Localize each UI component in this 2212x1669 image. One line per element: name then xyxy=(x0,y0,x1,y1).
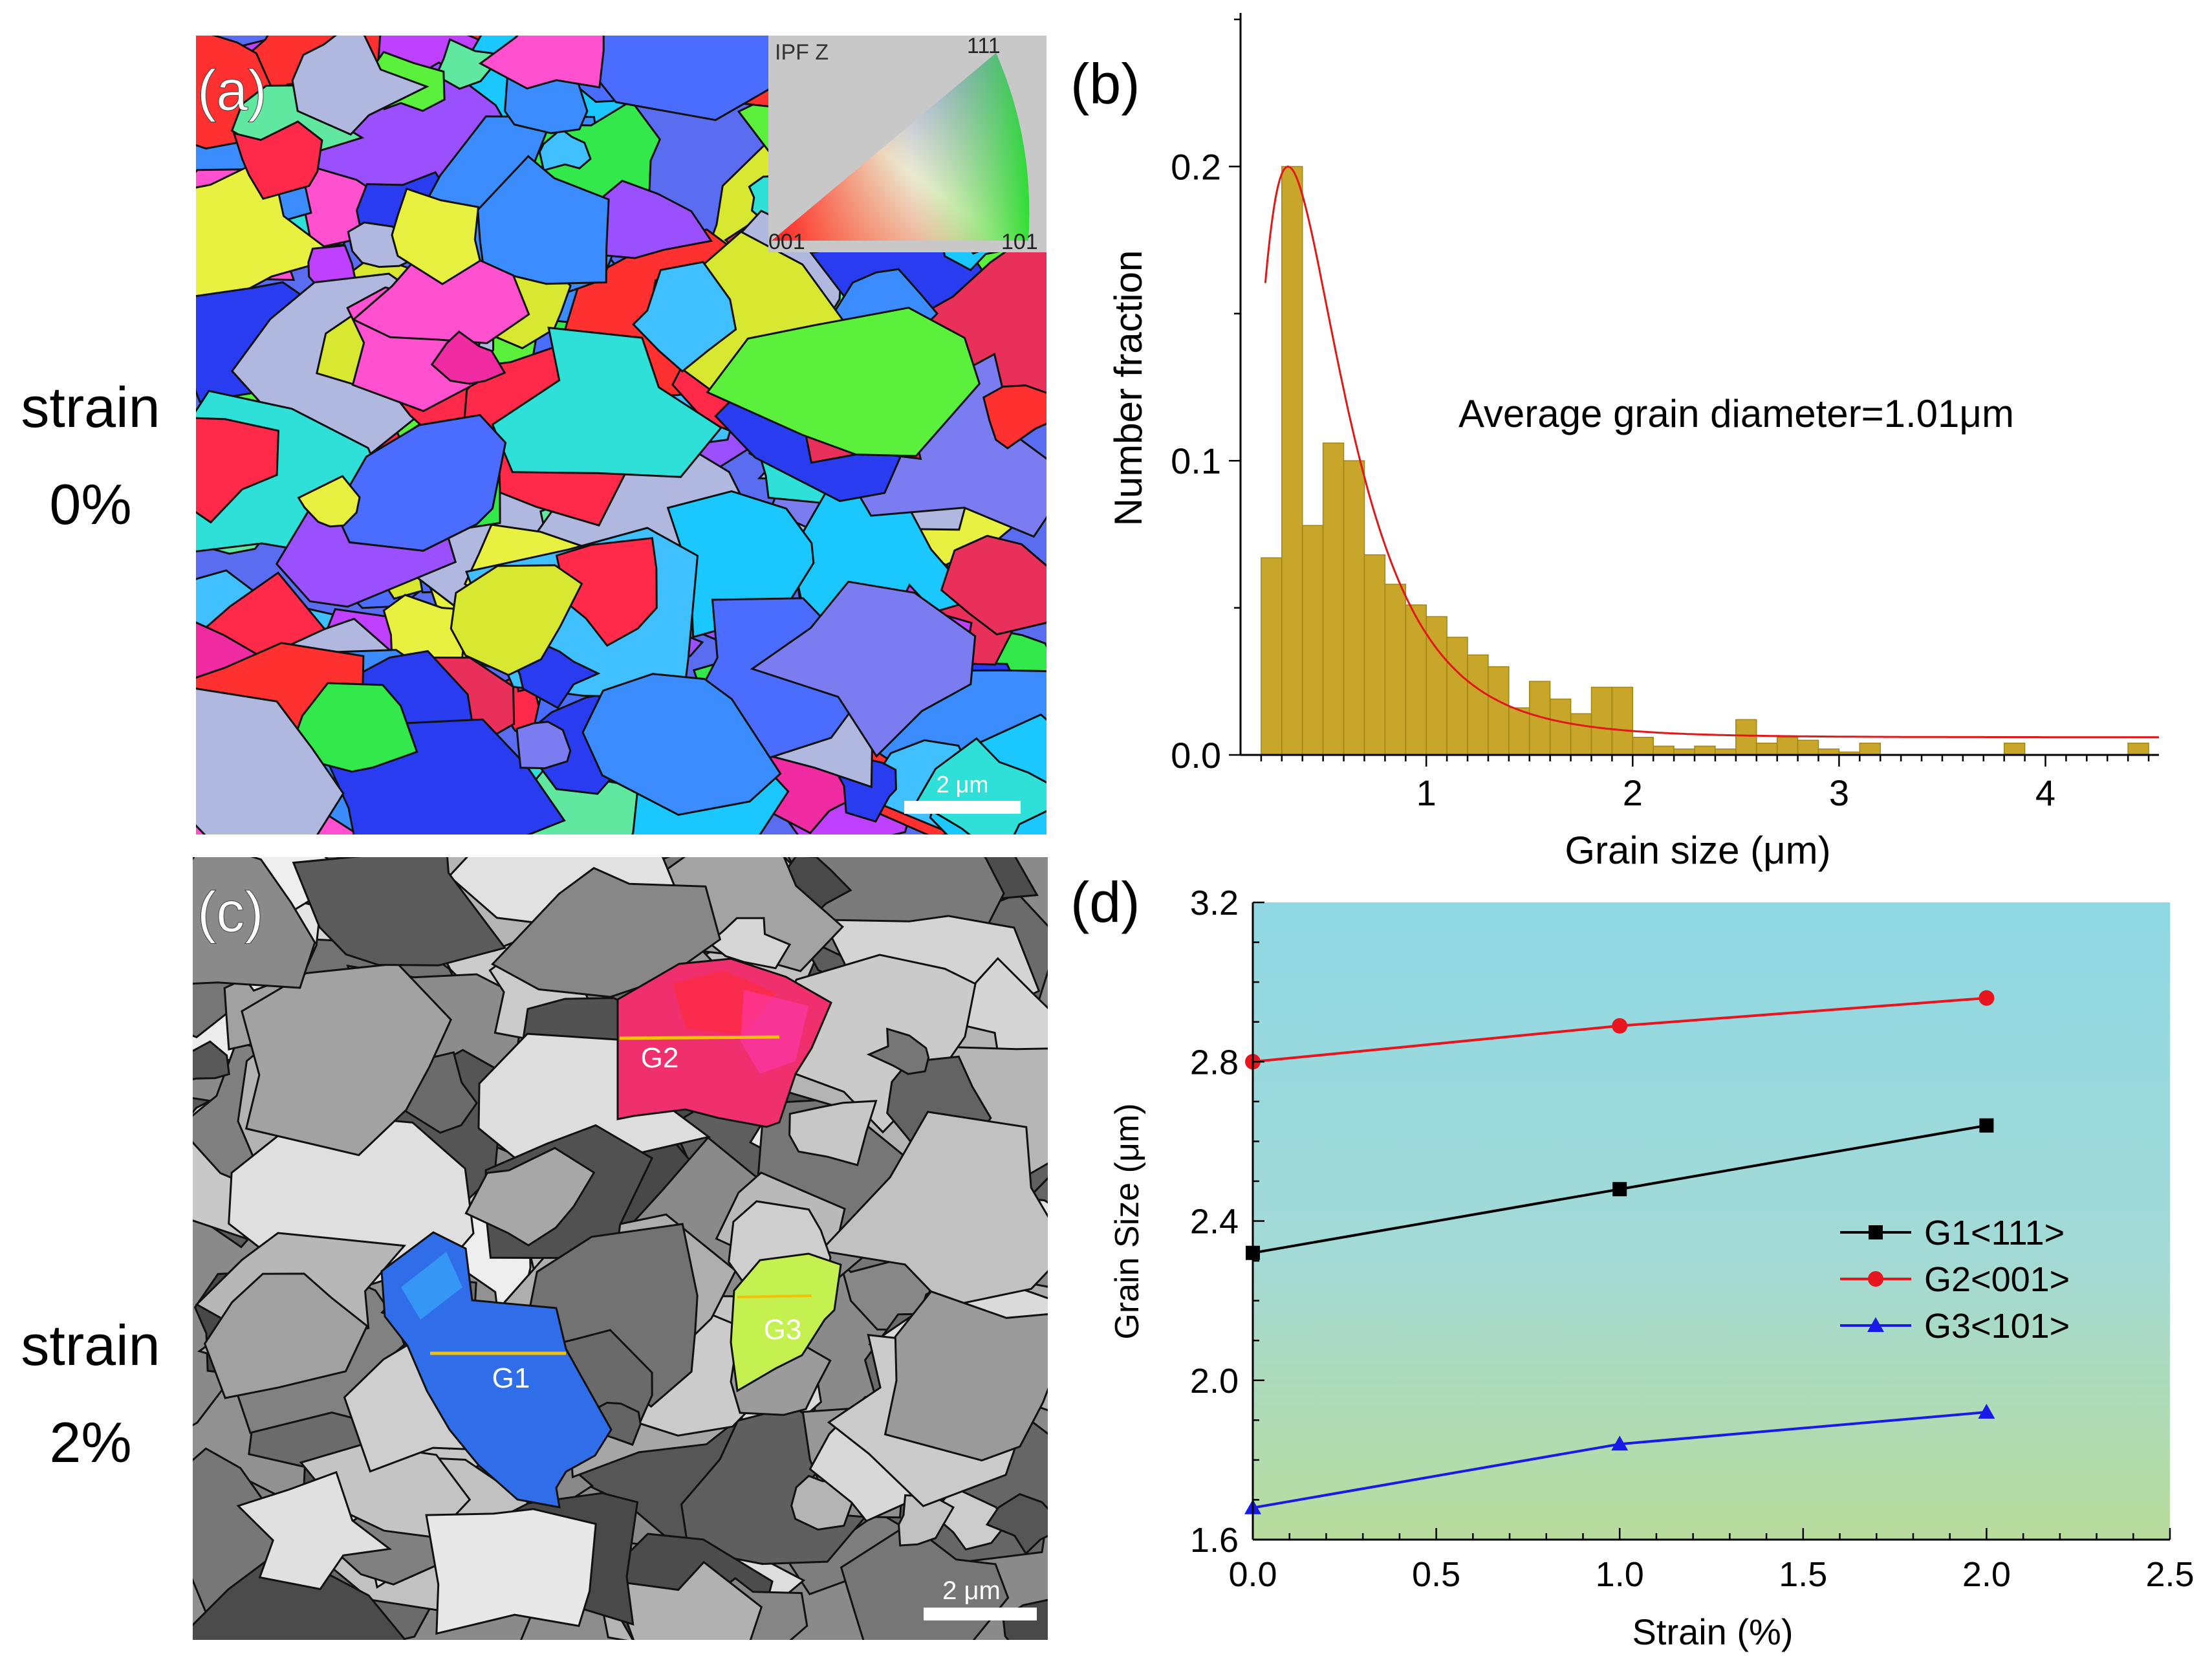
histogram-bar-26 xyxy=(1797,739,1819,756)
grain-label-g3: G3 xyxy=(764,1314,802,1346)
panel-d-y-tick-label-3: 2.8 xyxy=(1190,1043,1239,1082)
panel-a-letter: (a) xyxy=(197,58,267,122)
legend-label-1: G2<001> xyxy=(1924,1260,2070,1299)
panel-d-legend: G1<111> G2<001> G3<101> xyxy=(1840,1214,2070,1346)
histogram-bar-29 xyxy=(1859,743,1881,756)
series-0-point-2 xyxy=(1979,1118,1994,1133)
histogram-bar-6 xyxy=(1384,584,1407,756)
grain-label-g1: G1 xyxy=(492,1362,530,1394)
panel-b-ticks: 1 2 3 4 0.0 0.1 0.2 xyxy=(1171,18,2150,813)
histogram-bar-5 xyxy=(1363,554,1386,756)
panel-d-x-tick-label-4: 2.0 xyxy=(1962,1555,2011,1594)
panel-b-bars xyxy=(1261,166,2149,756)
row-label-top-line1: strain xyxy=(21,375,160,439)
ipf-legend-title: IPF Z xyxy=(775,40,829,65)
histogram-bar-13 xyxy=(1528,681,1551,756)
histogram-bar-15 xyxy=(1570,713,1592,756)
panel-b-x-tick-label-2: 3 xyxy=(1829,772,1849,813)
row-label-top-line2: 0% xyxy=(49,472,131,536)
ipf-corner-111: 111 xyxy=(967,34,1001,58)
histogram-bar-12 xyxy=(1508,707,1530,756)
panel-d-x-tick-label-2: 1.0 xyxy=(1596,1555,1644,1594)
histogram-bar-31 xyxy=(2127,743,2149,756)
panel-c-scalebar-label: 2 μm xyxy=(942,1576,1001,1605)
histogram-bar-24 xyxy=(1756,743,1778,756)
panel-d-letter: (d) xyxy=(1070,870,1140,934)
panel-b-x-tick-label-3: 4 xyxy=(2035,772,2055,813)
legend-marker-0 xyxy=(1869,1225,1883,1239)
panel-b-fit-curve xyxy=(1264,165,2159,739)
row-label-bottom-line1: strain xyxy=(21,1313,160,1377)
histogram-bar-19 xyxy=(1653,745,1675,756)
panel-d-x-tick-label-3: 1.5 xyxy=(1779,1555,1827,1594)
histogram-bar-25 xyxy=(1776,736,1799,756)
grain-g3-intercept-line xyxy=(737,1294,812,1298)
histogram-bar-10 xyxy=(1467,654,1489,756)
panel-c-scalebar: 2 μm xyxy=(924,1576,1037,1620)
legend-marker-1 xyxy=(1868,1271,1883,1287)
legend-label-0: G1<111> xyxy=(1924,1214,2065,1252)
panel-a-scalebar: 2 μm xyxy=(904,771,1021,814)
panel-b-x-label: Grain size (μm) xyxy=(1565,829,1830,872)
ipf-legend: IPF Z 111 001 101 xyxy=(768,34,1046,254)
histogram-bar-2 xyxy=(1301,525,1324,756)
grain-label-g2: G2 xyxy=(641,1042,679,1074)
panel-d-y-tick-label-4: 3.2 xyxy=(1190,884,1239,922)
panel-d-ticks: 0.0 0.5 1.0 1.5 2.0 2.5 1.6 2.0 2.4 2.8 3.2 xyxy=(1190,884,2195,1594)
histogram-bar-1 xyxy=(1281,166,1303,756)
histogram-bar-0 xyxy=(1261,557,1283,756)
grain-g2-intercept-line xyxy=(619,1035,780,1040)
panel-b-y-tick-label-2: 0.2 xyxy=(1171,146,1221,187)
panel-a-scalebar-label: 2 μm xyxy=(937,771,989,798)
panel-b-x-tick-label-0: 1 xyxy=(1416,772,1437,813)
series-2-point-2 xyxy=(1978,1404,1995,1419)
grain-g3-region xyxy=(730,1252,842,1393)
panel-b-y-label: Number fraction xyxy=(1107,250,1150,527)
panel-b-annotation: Average grain diameter=1.01μm xyxy=(1458,392,2014,435)
histogram-bar-14 xyxy=(1549,698,1572,756)
histogram-bar-18 xyxy=(1632,736,1654,756)
histogram-bar-30 xyxy=(2003,743,2026,756)
panel-c-letter: (c) xyxy=(197,880,264,944)
histogram-bar-21 xyxy=(1694,745,1716,756)
histogram-bar-11 xyxy=(1488,666,1510,756)
ipf-corner-001: 001 xyxy=(768,230,805,254)
row-label-bottom-line2: 2% xyxy=(49,1410,131,1474)
panel-b-letter: (b) xyxy=(1070,52,1140,116)
ipf-corner-101: 101 xyxy=(1001,230,1038,254)
panel-b-y-tick-label-1: 0.1 xyxy=(1171,441,1221,481)
series-0-point-1 xyxy=(1612,1182,1627,1197)
panel-d-y-tick-label-0: 1.6 xyxy=(1190,1521,1239,1560)
panel-d-x-tick-label-5: 2.5 xyxy=(2145,1555,2194,1594)
histogram-bar-16 xyxy=(1590,686,1613,756)
panel-d-x-tick-label-0: 0.0 xyxy=(1228,1555,1277,1594)
panel-d-y-tick-label-2: 2.4 xyxy=(1190,1203,1239,1241)
panel-b-chart: (b) 1 2 3 4 0.0 0.1 0.2 Average grain diameter… xyxy=(1070,13,2159,872)
panel-d-y-tick-label-1: 2.0 xyxy=(1190,1362,1239,1401)
panel-d-x-tick-label-1: 0.5 xyxy=(1412,1555,1460,1594)
panel-d-y-label: Grain Size (μm) xyxy=(1109,1103,1146,1339)
panel-d-plot-background xyxy=(1253,902,2170,1540)
panel-b-x-tick-label-1: 2 xyxy=(1623,772,1643,813)
panel-d-x-label: Strain (%) xyxy=(1632,1611,1794,1652)
panel-d-chart: (d) 0.0 0.5 1.0 1.5 2.0 2.5 1.6 2.0 2.4 2.8 3.2 G1… xyxy=(1070,870,2195,1652)
series-1-point-2 xyxy=(1979,990,1995,1006)
histogram-bar-23 xyxy=(1735,719,1757,756)
series-1-point-1 xyxy=(1612,1018,1628,1034)
legend-marker-2 xyxy=(1867,1317,1884,1332)
panel-c-grain-map xyxy=(193,857,1048,1640)
histogram-bar-9 xyxy=(1446,637,1468,756)
panel-a-ipf-map xyxy=(196,36,1046,834)
panel-b-y-tick-label-0: 0.0 xyxy=(1171,735,1221,776)
legend-label-2: G3<101> xyxy=(1924,1307,2070,1346)
histogram-bar-4 xyxy=(1343,460,1365,756)
histogram-bar-3 xyxy=(1322,442,1345,756)
histogram-bar-17 xyxy=(1611,686,1634,756)
series-2-point-1 xyxy=(1611,1435,1629,1451)
